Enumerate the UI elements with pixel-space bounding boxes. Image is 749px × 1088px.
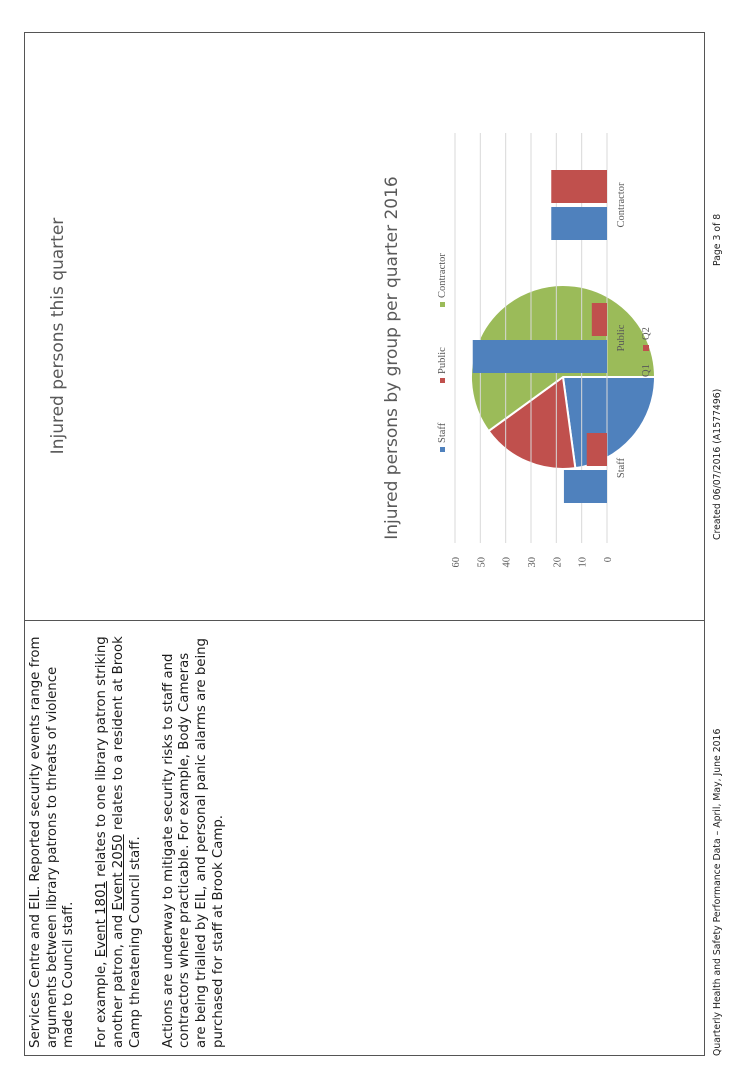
page-footer: Quarterly Health and Safety Performance …: [712, 0, 742, 1088]
bar-staff-q2: [586, 433, 608, 466]
bar-contractor-q1: [551, 207, 607, 240]
x-tick-label-public: Public: [616, 324, 627, 351]
x-tick-label-staff: Staff: [616, 457, 627, 478]
footer-created-date: Created 06/07/2016 (A1577496): [712, 388, 723, 540]
bar-staff-q1: [563, 470, 608, 503]
bar-legend-label-q1: Q1: [641, 364, 652, 377]
y-tick-label-60: 60: [451, 557, 462, 568]
pie-chart: [470, 284, 657, 470]
bar-chart-title: Injured persons by group per quarter 201…: [382, 176, 402, 540]
bar-legend-label-q2: Q2: [641, 327, 652, 340]
bar-chart-x-axis: Staff Public Contractor: [616, 182, 627, 478]
y-tick-label-0: 0: [603, 557, 614, 562]
pie-legend-label-contractor: Contractor: [437, 253, 448, 298]
pie-legend-swatch-contractor: [440, 302, 445, 307]
bar-chart-bars: [472, 170, 608, 503]
x-tick-label-contractor: Contractor: [616, 182, 627, 227]
y-tick-label-30: 30: [527, 557, 538, 568]
pie-slice-staff: [561, 376, 657, 470]
y-tick-label-40: 40: [502, 557, 513, 568]
y-tick-label-20: 20: [552, 557, 563, 568]
pie-slice-public: [487, 375, 577, 470]
pie-chart-legend: Staff Public Contractor: [437, 253, 448, 452]
y-tick-label-50: 50: [476, 557, 487, 568]
pie-chart-title: Injured persons this quarter: [48, 218, 68, 455]
pie-legend-label-public: Public: [437, 347, 448, 374]
pie-legend-label-staff: Staff: [437, 422, 448, 443]
bar-contractor-q2: [551, 170, 607, 203]
pie-legend-swatch-public: [440, 378, 445, 383]
bar-legend-swatch-q2: [643, 345, 649, 351]
bar-legend-swatch-q1: [643, 382, 649, 388]
bar-public-q2: [591, 303, 607, 336]
bar-chart-legend: Q1 Q2: [641, 327, 652, 388]
bar-public-q1: [472, 340, 607, 373]
pie-legend-swatch-staff: [440, 447, 445, 452]
footer-page-number: Page 3 of 8: [712, 213, 723, 266]
footer-report-title: Quarterly Health and Safety Performance …: [712, 728, 723, 1056]
y-tick-label-10: 10: [578, 557, 589, 568]
bar-chart-y-axis: 0 10 20 30 40 50 60: [451, 557, 614, 568]
